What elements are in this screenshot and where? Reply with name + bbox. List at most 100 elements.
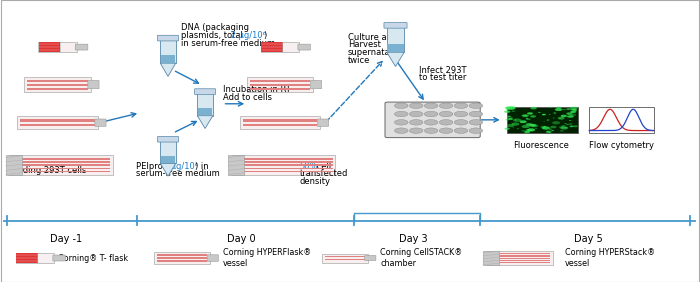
Circle shape [566, 108, 571, 110]
FancyBboxPatch shape [489, 253, 550, 254]
Text: Day 0: Day 0 [228, 234, 256, 244]
Text: Fluorescence: Fluorescence [513, 141, 569, 150]
Text: Seeding 293T cells: Seeding 293T cells [7, 166, 86, 175]
Polygon shape [228, 155, 244, 175]
FancyBboxPatch shape [12, 164, 110, 166]
Circle shape [570, 111, 576, 113]
Circle shape [549, 132, 551, 133]
Circle shape [526, 118, 531, 120]
Text: Day -1: Day -1 [50, 234, 83, 244]
Circle shape [552, 121, 560, 124]
FancyBboxPatch shape [250, 80, 311, 82]
Circle shape [454, 128, 468, 133]
Text: in serum-free medium: in serum-free medium [181, 39, 274, 48]
FancyBboxPatch shape [157, 257, 207, 259]
Circle shape [508, 116, 511, 117]
FancyBboxPatch shape [311, 80, 322, 89]
Circle shape [546, 131, 552, 133]
Circle shape [410, 128, 423, 133]
FancyBboxPatch shape [161, 156, 175, 163]
Text: Harvest: Harvest [348, 40, 381, 49]
FancyBboxPatch shape [322, 254, 368, 263]
Circle shape [564, 123, 567, 124]
Circle shape [469, 128, 483, 133]
Circle shape [571, 109, 577, 111]
FancyBboxPatch shape [489, 260, 550, 261]
Circle shape [440, 120, 453, 125]
Circle shape [565, 127, 568, 128]
Circle shape [538, 112, 541, 113]
FancyBboxPatch shape [239, 116, 321, 129]
Text: supernatant: supernatant [348, 48, 399, 57]
FancyBboxPatch shape [207, 255, 218, 261]
FancyBboxPatch shape [157, 260, 207, 262]
FancyBboxPatch shape [589, 107, 654, 133]
Circle shape [530, 115, 536, 118]
Circle shape [505, 108, 510, 110]
Circle shape [440, 103, 453, 109]
FancyBboxPatch shape [39, 42, 60, 52]
Circle shape [469, 103, 483, 109]
FancyBboxPatch shape [161, 55, 175, 63]
FancyBboxPatch shape [53, 255, 66, 261]
Polygon shape [160, 63, 176, 76]
FancyBboxPatch shape [198, 108, 212, 115]
Circle shape [513, 118, 522, 122]
FancyBboxPatch shape [158, 35, 178, 41]
Circle shape [512, 111, 515, 112]
FancyBboxPatch shape [20, 124, 95, 126]
FancyBboxPatch shape [20, 119, 95, 122]
FancyBboxPatch shape [76, 44, 88, 50]
Circle shape [555, 108, 562, 111]
Circle shape [531, 124, 538, 127]
Circle shape [512, 122, 519, 126]
FancyBboxPatch shape [489, 255, 550, 257]
Circle shape [569, 116, 573, 117]
Circle shape [519, 120, 526, 123]
Circle shape [522, 130, 525, 131]
Circle shape [522, 125, 530, 128]
FancyBboxPatch shape [12, 168, 110, 169]
FancyBboxPatch shape [325, 256, 365, 257]
FancyBboxPatch shape [24, 77, 91, 92]
FancyBboxPatch shape [17, 253, 38, 263]
Circle shape [531, 107, 537, 109]
FancyBboxPatch shape [507, 107, 578, 133]
Circle shape [570, 107, 578, 110]
FancyBboxPatch shape [27, 84, 88, 86]
Text: ): ) [263, 31, 267, 40]
Circle shape [524, 131, 530, 133]
Text: Incubation in RT: Incubation in RT [223, 85, 290, 94]
FancyBboxPatch shape [489, 262, 550, 263]
Circle shape [395, 120, 408, 125]
Text: 2 μg/10⁶: 2 μg/10⁶ [228, 31, 266, 40]
Circle shape [571, 114, 576, 116]
Circle shape [440, 111, 453, 117]
Circle shape [424, 111, 438, 117]
FancyBboxPatch shape [365, 255, 376, 261]
Circle shape [559, 126, 565, 128]
Circle shape [566, 116, 570, 117]
FancyBboxPatch shape [195, 89, 216, 94]
FancyBboxPatch shape [260, 42, 300, 52]
FancyBboxPatch shape [489, 257, 550, 259]
FancyBboxPatch shape [234, 168, 332, 169]
Circle shape [469, 120, 483, 125]
Circle shape [563, 109, 566, 110]
Text: Corning CellSTACK®
chamber: Corning CellSTACK® chamber [380, 248, 463, 268]
FancyBboxPatch shape [298, 44, 311, 50]
Circle shape [410, 111, 423, 117]
Text: Infect 293T: Infect 293T [419, 66, 466, 75]
FancyBboxPatch shape [27, 87, 88, 90]
FancyBboxPatch shape [158, 136, 178, 142]
FancyBboxPatch shape [9, 155, 113, 175]
FancyBboxPatch shape [197, 92, 213, 116]
FancyBboxPatch shape [247, 77, 314, 92]
Circle shape [566, 124, 569, 125]
Circle shape [566, 112, 573, 115]
Text: twice: twice [348, 56, 370, 65]
Circle shape [540, 126, 546, 128]
Circle shape [395, 103, 408, 109]
Circle shape [395, 128, 408, 133]
Circle shape [507, 116, 513, 119]
